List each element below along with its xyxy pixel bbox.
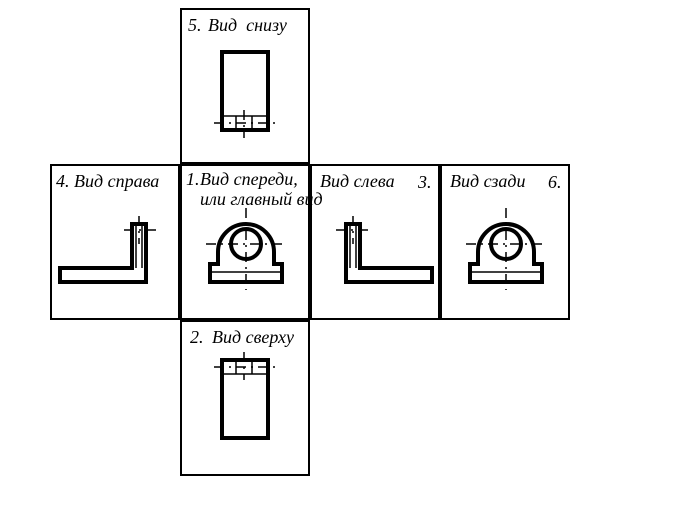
projection-diagram: 5. Вид снизу 4. Вид справа 1. Вид сперед… <box>0 0 692 522</box>
shape-bottom-view <box>214 52 276 138</box>
shape-top-view <box>214 352 276 438</box>
drawings-svg <box>0 0 692 522</box>
shape-front-view <box>206 208 286 290</box>
shape-back-view <box>466 208 546 290</box>
shape-right-view <box>60 216 156 282</box>
shape-left-view <box>336 216 432 282</box>
